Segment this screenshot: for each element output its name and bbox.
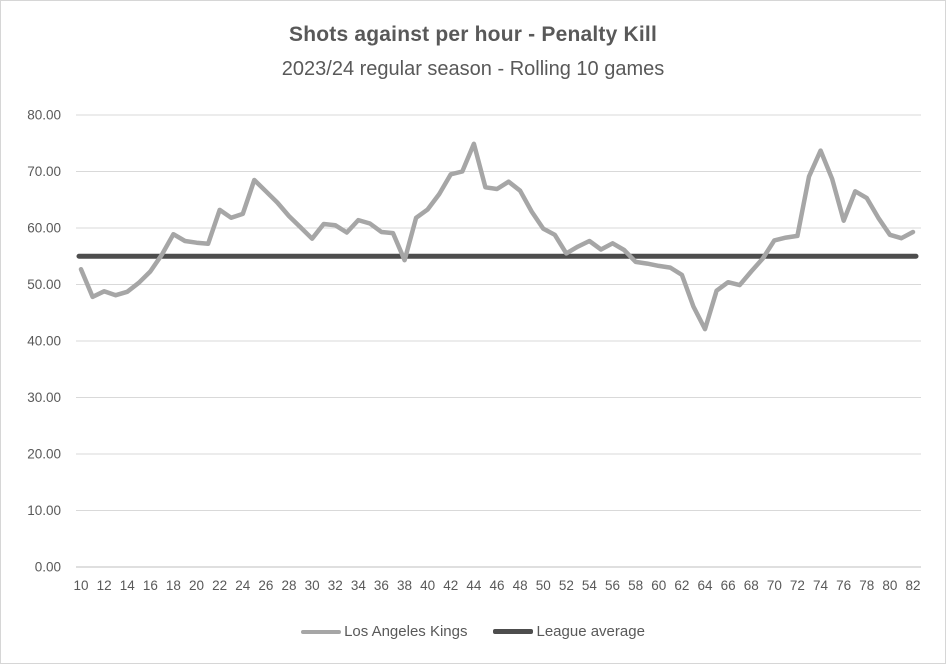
chart-subtitle: 2023/24 regular season - Rolling 10 game… (281, 58, 665, 80)
legend-label-league-average: League average (536, 623, 645, 640)
x-tick-label: 68 (744, 578, 759, 593)
y-tick-label: 20.00 (27, 447, 61, 462)
x-tick-label: 40 (420, 578, 435, 593)
legend: Los Angeles Kings League average (1, 623, 945, 640)
x-tick-label: 22 (212, 578, 227, 593)
y-tick-label: 40.00 (27, 334, 61, 349)
league-average-line-swatch-icon (493, 629, 534, 634)
y-tick-label: 70.00 (27, 164, 61, 179)
x-tick-label: 76 (836, 578, 851, 593)
x-tick-label: 46 (489, 578, 504, 593)
kings-line-swatch-icon (301, 629, 342, 634)
x-tick-label: 66 (721, 578, 736, 593)
y-tick-label: 60.00 (27, 221, 61, 236)
x-tick-label: 48 (513, 578, 528, 593)
y-tick-label: 30.00 (27, 390, 61, 405)
x-tick-label: 30 (305, 578, 320, 593)
x-tick-label: 54 (582, 578, 598, 593)
x-tick-label: 80 (882, 578, 897, 593)
x-tick-label: 82 (905, 578, 920, 593)
legend-label-kings: Los Angeles Kings (344, 623, 468, 640)
x-tick-label: 64 (697, 578, 713, 593)
y-tick-label: 0.00 (35, 560, 61, 575)
x-tick-label: 42 (443, 578, 458, 593)
x-tick-label: 24 (235, 578, 251, 593)
x-tick-label: 62 (674, 578, 689, 593)
x-tick-label: 10 (73, 578, 88, 593)
x-tick-label: 12 (97, 578, 112, 593)
x-tick-label: 38 (397, 578, 412, 593)
x-tick-label: 26 (258, 578, 273, 593)
y-tick-label: 50.00 (27, 277, 61, 292)
legend-item-league-average: League average (493, 623, 645, 640)
x-tick-label: 70 (767, 578, 782, 593)
x-tick-label: 74 (813, 578, 829, 593)
x-tick-label: 60 (651, 578, 666, 593)
legend-item-los-angeles-kings: Los Angeles Kings (301, 623, 467, 640)
x-tick-label: 44 (466, 578, 482, 593)
x-tick-label: 56 (605, 578, 620, 593)
x-tick-label: 50 (536, 578, 551, 593)
x-tick-label: 78 (859, 578, 874, 593)
x-tick-label: 20 (189, 578, 204, 593)
x-tick-label: 16 (143, 578, 158, 593)
y-tick-label: 80.00 (27, 108, 61, 123)
x-tick-label: 14 (120, 578, 136, 593)
x-tick-label: 18 (166, 578, 181, 593)
x-tick-label: 52 (559, 578, 574, 593)
kings-series-line (78, 141, 916, 332)
x-tick-label: 28 (281, 578, 296, 593)
y-tick-label: 10.00 (27, 503, 61, 518)
x-tick-label: 72 (790, 578, 805, 593)
chart-title: Shots against per hour - Penalty Kill (289, 23, 657, 46)
x-tick-label: 58 (628, 578, 643, 593)
x-tick-label: 32 (328, 578, 343, 593)
x-tick-label: 34 (351, 578, 367, 593)
x-tick-label: 36 (374, 578, 389, 593)
